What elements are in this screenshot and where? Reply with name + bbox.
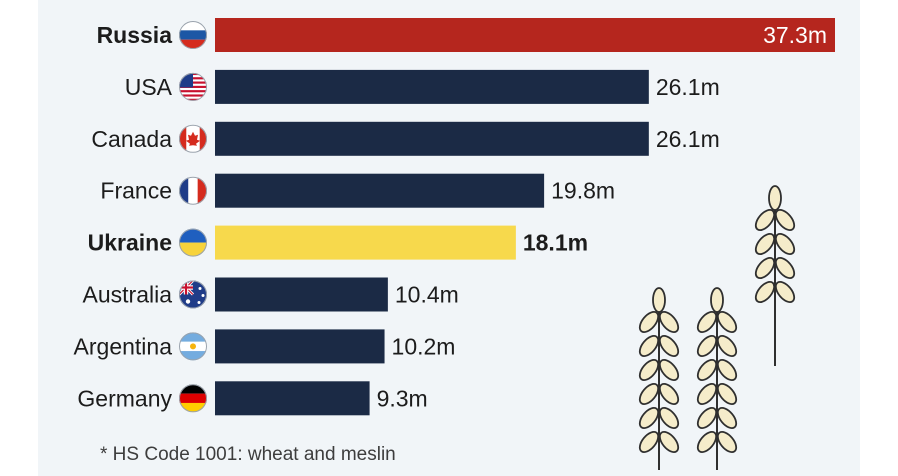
category-label-russia: Russia: [97, 22, 173, 48]
wheat-illustration: [638, 185, 796, 470]
bar-canada: [215, 121, 649, 156]
flag-germany-icon: [179, 384, 207, 413]
value-label-canada: 26.1m: [656, 126, 720, 152]
value-label-australia: 10.4m: [395, 282, 459, 308]
category-label-australia: Australia: [83, 282, 173, 308]
flag-france-icon: [179, 176, 207, 205]
flag-russia-icon: [179, 21, 207, 49]
category-label-ukraine: Ukraine: [88, 230, 172, 256]
bar-ukraine: [215, 225, 516, 260]
flag-ukraine-icon: [179, 228, 207, 257]
chart-panel: Russia 37.3m USA 26.1m Canada 26.1m France 19.8…: [38, 0, 860, 476]
category-label-usa: USA: [125, 74, 173, 100]
bar-usa: [215, 69, 649, 104]
flag-argentina-icon: [179, 332, 207, 361]
value-label-russia: 37.3m: [763, 22, 827, 48]
value-label-ukraine: 18.1m: [523, 230, 588, 256]
value-label-argentina: 10.2m: [392, 333, 456, 359]
bar-chart: Russia 37.3m USA 26.1m Canada 26.1m France 19.8…: [74, 18, 835, 470]
bar-australia: [215, 277, 388, 312]
value-label-germany: 9.3m: [377, 385, 428, 411]
category-label-argentina: Argentina: [74, 333, 173, 359]
bar-argentina: [215, 329, 385, 364]
bar-russia: [215, 18, 835, 52]
value-label-france: 19.8m: [551, 178, 615, 204]
footnote: * HS Code 1001: wheat and meslin: [100, 444, 396, 465]
value-label-usa: 26.1m: [656, 74, 720, 100]
category-label-canada: Canada: [91, 126, 172, 152]
category-label-germany: Germany: [77, 385, 172, 411]
bar-germany: [215, 381, 370, 416]
category-label-france: France: [100, 178, 172, 204]
bar-france: [215, 173, 545, 208]
